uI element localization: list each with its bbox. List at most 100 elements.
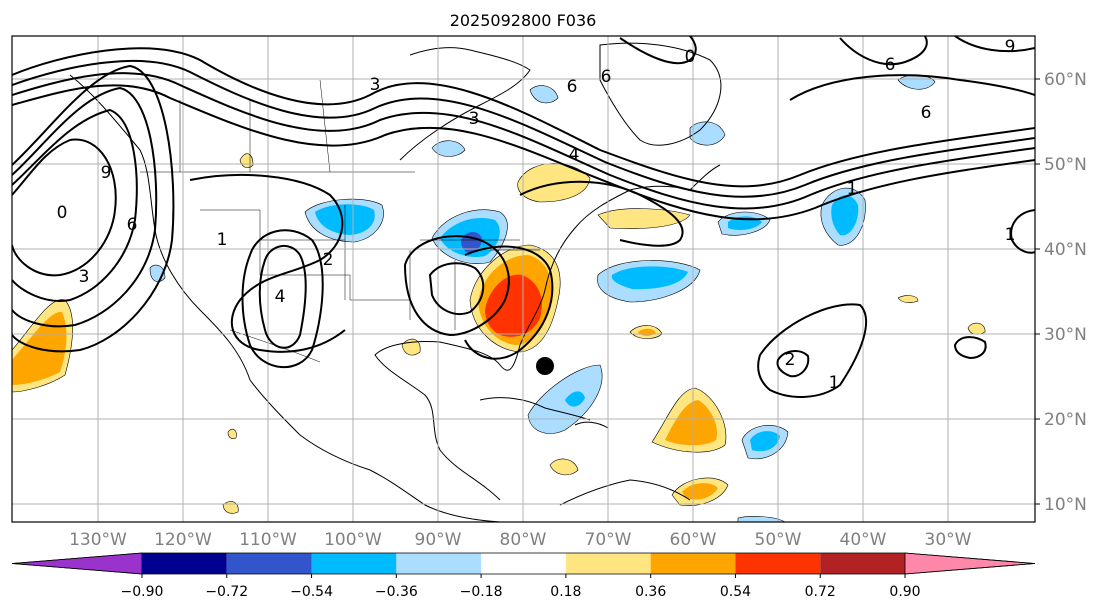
lon-label: 130°W — [69, 530, 127, 550]
anomaly-area — [485, 274, 542, 337]
contour-labels: 9 0 6 3 3 3 6 0 9 6 6 4 6 1 1 2 4 1 2 1 — [57, 37, 1016, 393]
cuba-coast — [479, 397, 591, 421]
anomaly-area — [897, 295, 919, 303]
colorbar-ticks: −0.90 −0.72 −0.54 −0.36 −0.18 0.18 0.36 0.54 0.7… — [121, 574, 921, 600]
lon-label: 120°W — [154, 530, 212, 550]
contour — [428, 262, 485, 315]
contour — [1010, 209, 1035, 254]
anomaly-area — [750, 431, 780, 452]
hudson-bay-coast — [399, 47, 531, 161]
colorbar-segment — [11, 552, 143, 575]
contour-label: 6 — [601, 67, 612, 87]
anomaly-area — [665, 400, 718, 446]
contour — [403, 235, 510, 337]
anomaly-area — [431, 140, 466, 157]
lat-label: 30°N — [1044, 325, 1087, 345]
map-frame — [11, 35, 1036, 523]
anomaly-area — [831, 195, 859, 236]
coastlines — [69, 42, 722, 522]
contour — [12, 84, 1035, 221]
lat-label: 60°N — [1044, 70, 1087, 90]
colorbar-tick-label: 0.72 — [805, 584, 836, 600]
lon-label: 40°W — [840, 530, 887, 550]
anomaly-area — [565, 391, 585, 407]
map-panel: 9 0 6 3 3 3 6 0 9 6 6 4 6 1 1 2 4 1 2 1 — [11, 35, 1040, 523]
lat-label: 10°N — [1044, 495, 1087, 515]
contour — [12, 138, 117, 277]
contour — [258, 245, 307, 349]
contour — [789, 74, 1035, 101]
greenland-coast — [599, 42, 722, 146]
contour — [839, 36, 928, 66]
lon-label: 70°W — [585, 530, 632, 550]
lon-label: 50°W — [755, 530, 802, 550]
anomaly-area — [689, 121, 726, 146]
colorbar-tick-label: −0.18 — [460, 584, 503, 600]
colorbar-segment — [311, 553, 397, 574]
contour-label: 2 — [323, 250, 334, 270]
colorbar — [11, 552, 1036, 575]
contour-label: 1 — [217, 230, 228, 250]
colorbar-tick-label: −0.90 — [121, 584, 164, 600]
anomaly-area — [529, 85, 559, 104]
lat-label: 50°N — [1044, 155, 1087, 175]
south-america-coast — [559, 479, 691, 506]
colorbar-segment — [565, 553, 651, 574]
lon-label: 110°W — [239, 530, 297, 550]
contour — [12, 108, 138, 302]
contour — [12, 59, 1035, 198]
map-title: 2025092800 F036 — [450, 11, 597, 30]
contour-label: 9 — [101, 163, 112, 183]
anomaly-area — [527, 364, 603, 434]
contour — [12, 72, 1035, 210]
colorbar-segment — [226, 553, 312, 574]
colorbar-segment — [650, 553, 736, 574]
contour — [619, 36, 697, 65]
contour-label: 0 — [685, 47, 696, 67]
na-coastline-east — [519, 164, 721, 346]
colorbar-tick-label: −0.54 — [290, 584, 333, 600]
anomaly-shading — [12, 74, 986, 522]
anomaly-area — [611, 266, 688, 290]
contour-label: 6 — [567, 77, 578, 97]
contour-label: 6 — [127, 215, 138, 235]
contour-lines — [12, 36, 1035, 398]
contour-label: 1 — [829, 373, 840, 393]
lon-label: 100°W — [324, 530, 382, 550]
contour-label: 1 — [847, 179, 858, 199]
contour — [12, 86, 158, 328]
na-coastline-gulf — [374, 341, 521, 501]
lat-label: 20°N — [1044, 410, 1087, 430]
lon-label: 30°W — [925, 530, 972, 550]
anomaly-area — [737, 516, 786, 522]
contour-label: 3 — [469, 109, 480, 129]
lat-label: 40°N — [1044, 240, 1087, 260]
contour — [776, 350, 810, 378]
contour — [519, 180, 684, 247]
latitude-labels: 60°N 50°N 40°N 30°N 20°N 10°N — [1044, 70, 1087, 515]
contour-label: 1 — [1005, 225, 1016, 245]
colorbar-segment — [142, 553, 227, 574]
na-coastline-west — [69, 74, 501, 522]
hispaniola-coast — [574, 421, 609, 429]
contour-label: 6 — [921, 103, 932, 123]
contour-label: 9 — [1005, 37, 1016, 57]
anomaly-area — [597, 208, 691, 229]
colorbar-tick-label: −0.36 — [375, 584, 418, 600]
contour-label: 4 — [569, 145, 580, 165]
colorbar-segment — [481, 553, 566, 574]
contour — [464, 245, 554, 360]
contour — [954, 36, 1035, 53]
anomaly-area — [549, 458, 579, 476]
anomaly-area — [682, 483, 718, 500]
contour — [953, 336, 987, 360]
contour-label: 3 — [370, 75, 381, 95]
contour — [241, 229, 324, 368]
colorbar-tick-label: 0.36 — [635, 584, 666, 600]
colorbar-segment — [396, 553, 482, 574]
colorbar-segment — [820, 553, 905, 574]
lon-label: 60°W — [670, 530, 717, 550]
contour-label: 3 — [79, 267, 90, 287]
contour-label: 0 — [57, 203, 68, 223]
